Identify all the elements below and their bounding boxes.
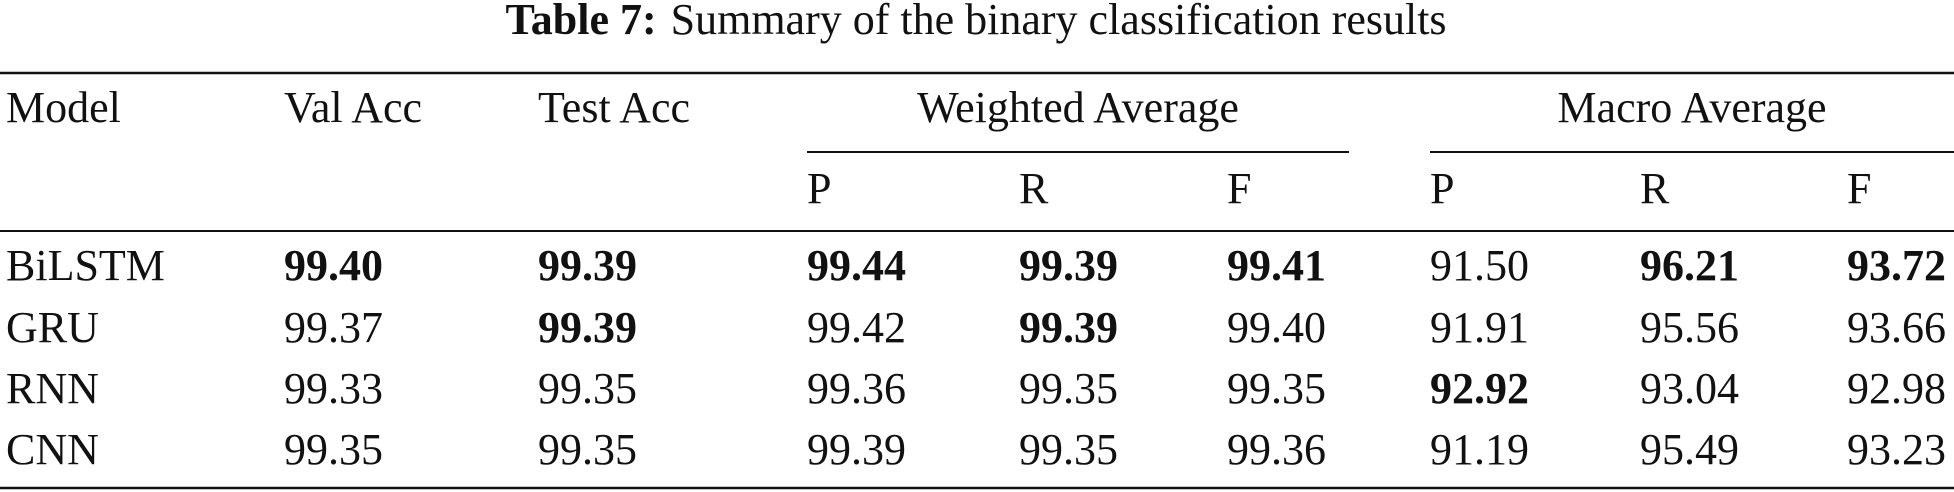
table-cell: 99.44 bbox=[807, 241, 906, 290]
sub-header: R bbox=[1640, 164, 1670, 213]
table-caption: Table 7: Summary of the binary classifica… bbox=[505, 0, 1446, 44]
table-cell: 96.21 bbox=[1640, 241, 1739, 290]
table-cell: 99.36 bbox=[1227, 425, 1326, 474]
row-label: GRU bbox=[6, 303, 99, 352]
caption-text: Summary of the binary classification res… bbox=[671, 0, 1447, 44]
table-cell: 93.72 bbox=[1847, 241, 1946, 290]
table-cell: 99.35 bbox=[1019, 425, 1118, 474]
table-cell: 92.98 bbox=[1847, 364, 1946, 413]
row-label: BiLSTM bbox=[6, 241, 165, 290]
row-label: RNN bbox=[6, 364, 99, 413]
table-cell: 99.39 bbox=[1019, 241, 1118, 290]
table-cell: 92.92 bbox=[1430, 364, 1529, 413]
table-cell: 91.50 bbox=[1430, 241, 1529, 290]
table-cell: 93.04 bbox=[1640, 364, 1739, 413]
table-cell: 99.35 bbox=[538, 425, 637, 474]
table-cell: 99.35 bbox=[538, 364, 637, 413]
table-cell: 99.39 bbox=[538, 303, 637, 352]
group-header: Macro Average bbox=[1557, 83, 1826, 132]
column-header: Model bbox=[6, 83, 121, 132]
sub-header: P bbox=[1430, 164, 1454, 213]
table-cell: 99.35 bbox=[1227, 364, 1326, 413]
table-cell: 91.91 bbox=[1430, 303, 1529, 352]
sub-header: P bbox=[807, 164, 831, 213]
table-cell: 91.19 bbox=[1430, 425, 1529, 474]
table-cell: 99.42 bbox=[807, 303, 906, 352]
table-cell: 99.35 bbox=[1019, 364, 1118, 413]
table-cell: 95.49 bbox=[1640, 425, 1739, 474]
group-header: Weighted Average bbox=[917, 83, 1239, 132]
table-cell: 93.66 bbox=[1847, 303, 1946, 352]
table-cell: 99.37 bbox=[284, 303, 383, 352]
table-cell: 93.23 bbox=[1847, 425, 1946, 474]
sub-header: F bbox=[1227, 164, 1251, 213]
sub-header: F bbox=[1847, 164, 1871, 213]
table-cell: 99.39 bbox=[1019, 303, 1118, 352]
table-cell: 99.33 bbox=[284, 364, 383, 413]
sub-header: R bbox=[1019, 164, 1049, 213]
row-label: CNN bbox=[6, 425, 99, 474]
table-cell: 99.41 bbox=[1227, 241, 1326, 290]
table-cell: 99.35 bbox=[284, 425, 383, 474]
caption-label: Table 7: bbox=[505, 0, 656, 44]
table-cell: 99.39 bbox=[538, 241, 637, 290]
table-cell: 99.40 bbox=[1227, 303, 1326, 352]
table-cell: 99.39 bbox=[807, 425, 906, 474]
table-cell: 95.56 bbox=[1640, 303, 1739, 352]
table-cell: 99.36 bbox=[807, 364, 906, 413]
column-header: Val Acc bbox=[284, 83, 422, 132]
column-header: Test Acc bbox=[538, 83, 690, 132]
table-cell: 99.40 bbox=[284, 241, 383, 290]
